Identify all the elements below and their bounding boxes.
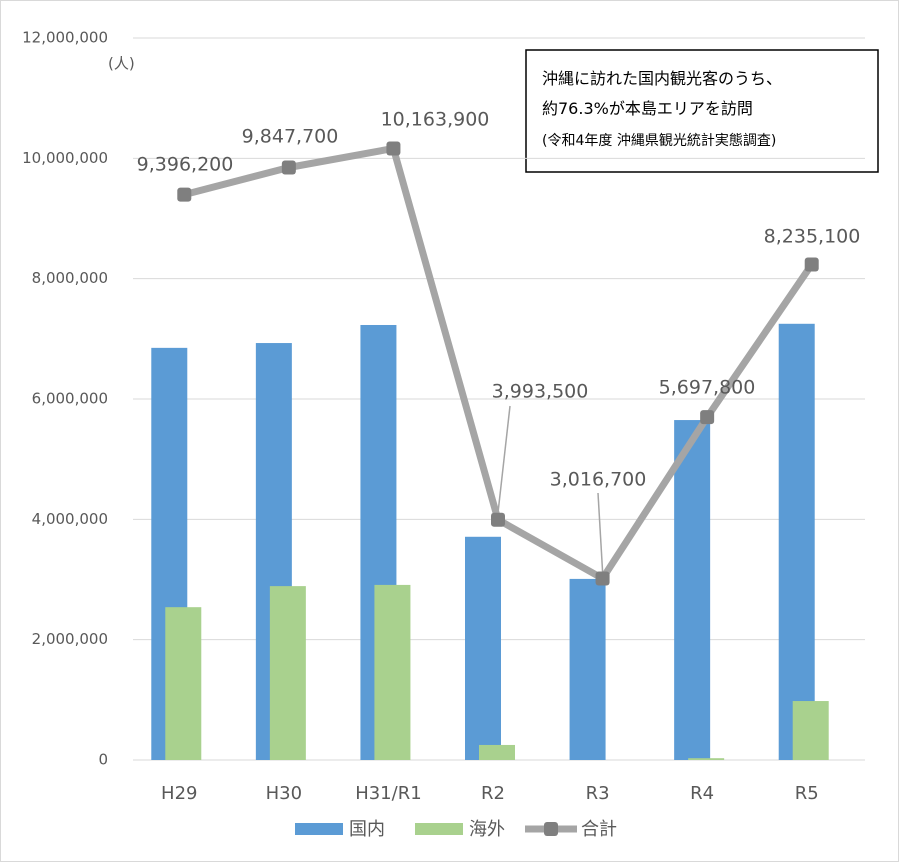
x-tick-label: R2 xyxy=(481,783,505,804)
marker xyxy=(177,187,192,202)
legend-label: 合計 xyxy=(581,819,617,840)
legend-marker xyxy=(544,822,558,836)
marker xyxy=(491,512,505,527)
x-tick-label: R4 xyxy=(690,783,714,804)
bar xyxy=(569,578,606,760)
data-label: 5,697,800 xyxy=(659,377,756,399)
legend-swatch xyxy=(415,823,463,835)
marker xyxy=(804,257,819,272)
x-tick-label: H30 xyxy=(266,783,302,804)
annotation-box xyxy=(525,49,879,173)
bar xyxy=(165,607,202,760)
leader-line xyxy=(597,492,604,572)
bar xyxy=(479,744,515,760)
bar xyxy=(674,420,711,760)
annotation-line: (令和4年度 沖縄県観光統計実態調査) xyxy=(542,132,776,149)
x-tick-label: H31/R1 xyxy=(355,783,421,804)
legend-label: 海外 xyxy=(469,819,505,840)
marker xyxy=(700,410,715,425)
y-tick-label: 12,000,000 xyxy=(22,29,108,47)
bar xyxy=(374,584,411,760)
y-tick-label: 8,000,000 xyxy=(32,269,108,287)
marker xyxy=(595,571,610,586)
marker xyxy=(281,160,296,175)
data-label: 8,235,100 xyxy=(764,226,861,248)
y-tick-label: 0 xyxy=(98,751,108,769)
legend-swatch xyxy=(295,823,343,835)
bar xyxy=(269,586,306,760)
bar xyxy=(792,701,829,760)
data-label: 3,993,500 xyxy=(492,381,589,403)
x-tick-label: R5 xyxy=(795,783,819,804)
leader-line xyxy=(497,405,511,513)
y-tick-label: 2,000,000 xyxy=(32,630,108,648)
data-label: 9,847,700 xyxy=(242,126,339,148)
annotation-line: 約76.3%が本島エリアを訪問 xyxy=(542,99,753,118)
y-tick-label: 4,000,000 xyxy=(32,510,108,528)
data-label: 3,016,700 xyxy=(550,469,647,491)
legend-label: 国内 xyxy=(349,819,385,840)
data-label: 10,163,900 xyxy=(381,109,490,131)
marker xyxy=(386,141,401,156)
data-label: 9,396,200 xyxy=(137,154,234,176)
y-tick-label: 6,000,000 xyxy=(32,390,108,408)
bar xyxy=(778,323,815,760)
bar xyxy=(465,536,501,760)
y-unit: (人) xyxy=(108,55,135,73)
y-tick-label: 10,000,000 xyxy=(22,149,108,167)
annotation-line: 沖縄に訪れた国内観光客のうち、 xyxy=(542,69,782,88)
bar xyxy=(688,758,725,760)
x-tick-label: R3 xyxy=(586,783,610,804)
x-tick-label: H29 xyxy=(161,783,197,804)
